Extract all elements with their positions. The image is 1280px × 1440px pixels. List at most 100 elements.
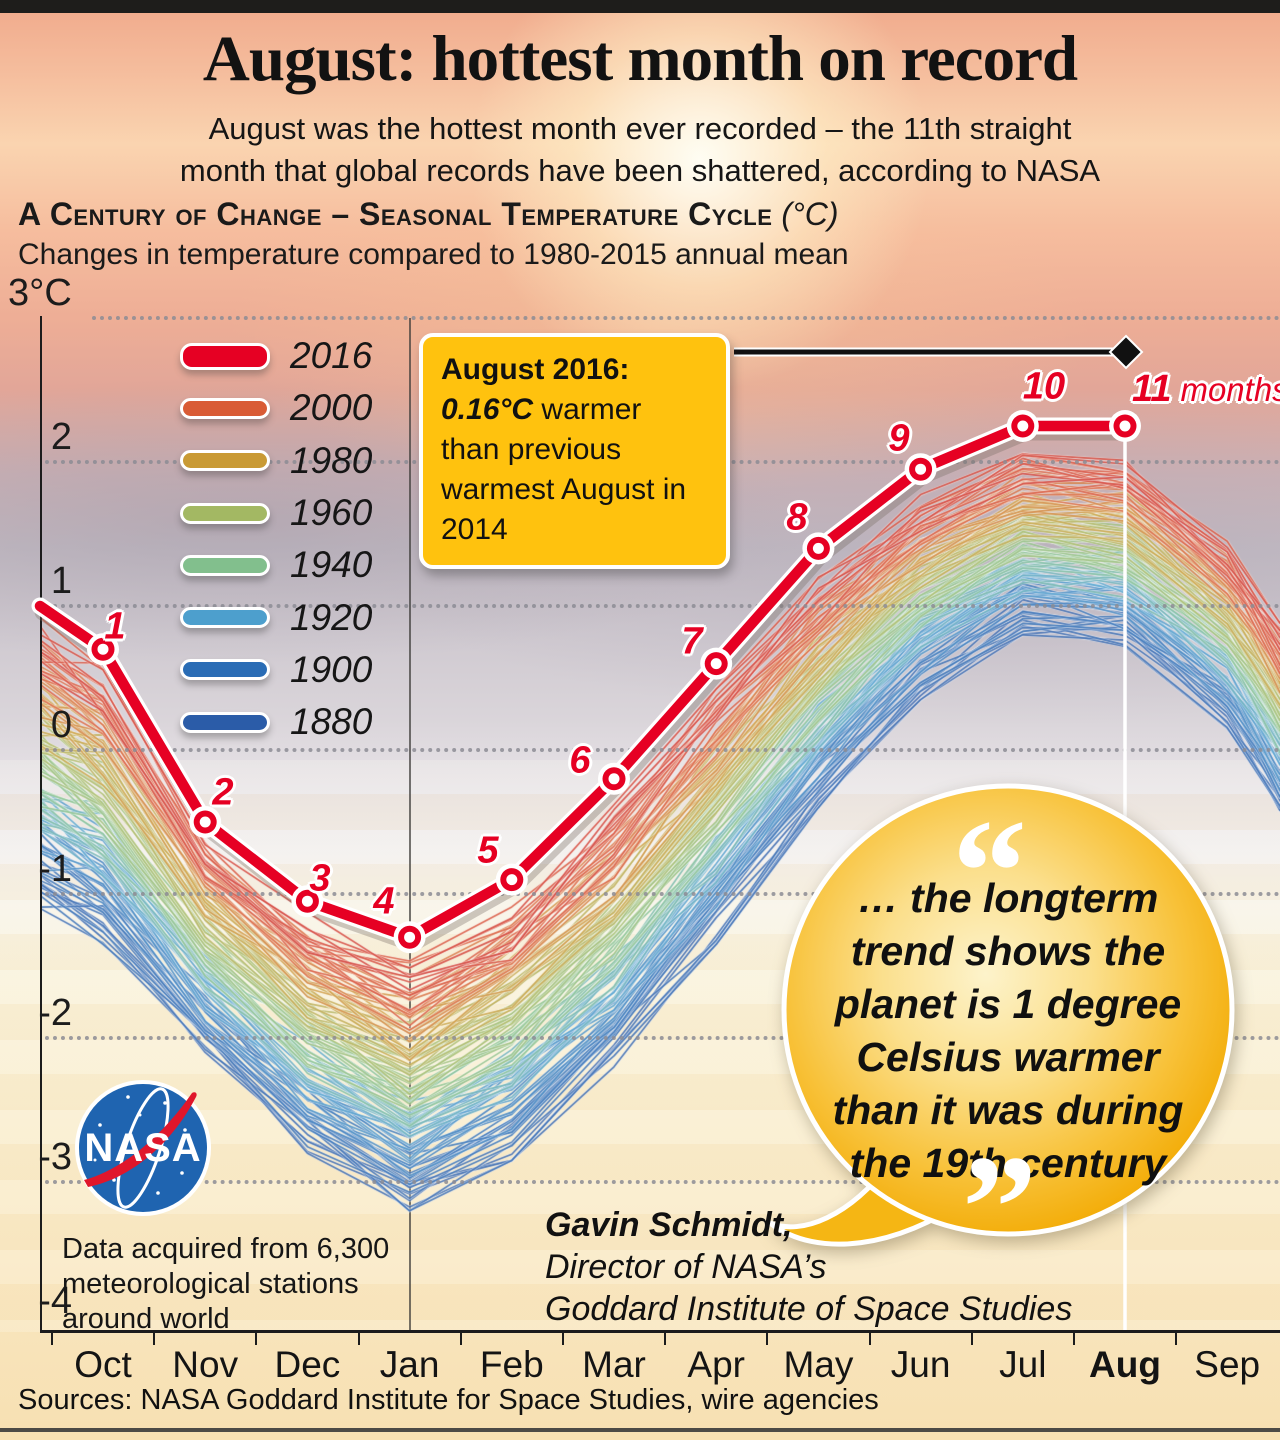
point-label-3: 3 — [309, 857, 331, 900]
legend-swatch-1900 — [180, 659, 270, 681]
y-label-3°C: 3°C — [8, 272, 72, 314]
legend-label: 2000 — [290, 387, 373, 429]
marker-center — [608, 773, 620, 785]
quote-line: planet is 1 degree — [834, 981, 1182, 1027]
legend-swatch-2000 — [180, 397, 270, 419]
legend-item-1920: 1920 — [180, 591, 372, 643]
x-tick — [357, 1333, 360, 1345]
point-label-2: 2 — [212, 771, 234, 814]
quote-line: than it was during — [832, 1087, 1184, 1133]
x-axis-line — [40, 1330, 1280, 1333]
logo-orbit — [116, 1087, 170, 1209]
x-tick — [1175, 1333, 1178, 1345]
x-tick — [970, 1333, 973, 1345]
y-label-0: 0 — [50, 704, 72, 746]
point-label-5: 5 — [477, 829, 499, 872]
x-tick — [255, 1333, 258, 1345]
x-tick — [153, 1333, 156, 1345]
marker-center — [812, 542, 824, 554]
legend-item-1880: 1880 — [180, 696, 372, 748]
legend-swatch-1980 — [180, 450, 270, 472]
top-border-bar — [0, 0, 1280, 13]
gridline-0 — [45, 748, 1280, 752]
x-tick — [868, 1333, 871, 1345]
y-label--2: -2 — [38, 992, 72, 1034]
marker-center — [199, 816, 211, 828]
subtitle-line: month that global records have been shat… — [179, 153, 1101, 188]
attribution-line: Goddard Institute of Space Studies — [545, 1290, 1073, 1328]
page-subtitle: August was the hottest month ever record… — [0, 108, 1280, 192]
marker-center — [301, 895, 313, 907]
month-label-Nov: Nov — [172, 1344, 239, 1385]
month-label-Oct: Oct — [74, 1344, 132, 1385]
month-label-Jun: Jun — [890, 1344, 951, 1385]
month-label-Jul: Jul — [999, 1344, 1047, 1385]
x-tick — [664, 1333, 667, 1345]
point-label-7: 7 — [681, 620, 703, 663]
point-label-1: 1 — [104, 605, 126, 648]
month-label-Aug: Aug — [1089, 1344, 1161, 1385]
legend-swatch-1880 — [180, 711, 270, 733]
bottom-border-bar — [0, 1428, 1280, 1432]
callout-body: 0.16°C warmer than previous warmest Augu… — [441, 393, 687, 546]
series-stroke — [34, 420, 1131, 943]
sources-line: Sources: NASA Goddard Institute for Spac… — [18, 1384, 879, 1416]
month-label-Apr: Apr — [687, 1344, 745, 1385]
y-label-1: 1 — [50, 560, 72, 602]
point-label-9: 9 — [888, 417, 910, 460]
data-note: Data acquired from 6,300 meteorological … — [62, 1233, 390, 1335]
legend-swatch-1960 — [180, 502, 270, 524]
marker-center — [506, 874, 518, 886]
point-label-4: 4 — [373, 880, 395, 923]
point-label-10: 10 — [1022, 365, 1066, 408]
gridline--3 — [45, 1180, 1280, 1184]
legend-label: 1960 — [290, 492, 373, 534]
attribution-line: Director of NASA’s — [545, 1248, 827, 1286]
quote-attribution: Gavin Schmidt, Director of NASA’s Goddard … — [545, 1204, 1072, 1330]
marker-center — [1119, 420, 1131, 432]
quote-bubble — [768, 783, 1235, 1247]
quote-line: trend shows the — [850, 928, 1166, 974]
legend-item-1960: 1960 — [180, 487, 372, 539]
quote-line: the 19th century — [849, 1140, 1167, 1186]
logo-swoosh — [84, 1092, 197, 1187]
month-label-May: May — [783, 1344, 854, 1385]
x-tick — [50, 1333, 53, 1345]
month-label-Sep: Sep — [1194, 1344, 1261, 1385]
section-subtitle: Changes in temperature compared to 1980-… — [18, 238, 849, 271]
legend-item-1980: 1980 — [180, 435, 372, 487]
x-tick — [459, 1333, 462, 1345]
gridline-3 — [92, 316, 1280, 320]
marker-center — [1017, 420, 1029, 432]
quote-text: … the longterm trend shows the planet is 1… — [798, 872, 1218, 1190]
legend-item-1900: 1900 — [180, 644, 372, 696]
marker-center — [404, 931, 416, 943]
connector-diamond — [1108, 334, 1144, 370]
section-title-text: A Century of Change – Seasonal Temperatu… — [18, 196, 773, 232]
page-title: August: hottest month on record — [202, 23, 1078, 95]
august-2016-callout: August 2016: 0.16°C warmer than previous… — [419, 333, 730, 569]
month-label-Feb: Feb — [479, 1344, 544, 1385]
legend-label: 1980 — [290, 439, 373, 481]
subtitle-line: August was the hottest month ever record… — [208, 111, 1072, 146]
gridline--1 — [45, 892, 1280, 896]
legend: 2016 2000 1980 1960 1940 1920 1900 1880 — [180, 330, 372, 748]
point-label-6: 6 — [569, 739, 591, 782]
nasa-logo: NASA — [75, 1080, 211, 1216]
quote-line: … the longterm — [857, 875, 1159, 921]
logo-text: NASA — [84, 1126, 201, 1170]
logo-stars — [93, 1095, 187, 1195]
x-tick — [561, 1333, 564, 1345]
month-label-Jan: Jan — [379, 1344, 440, 1385]
y-label--4: -4 — [38, 1280, 72, 1322]
section-title: A Century of Change – Seasonal Temperatu… — [18, 196, 839, 233]
callout-heading: August 2016: — [441, 353, 630, 386]
quote-line: Celsius warmer — [856, 1034, 1160, 1080]
month-label-Dec: Dec — [274, 1344, 341, 1385]
marker-center — [710, 658, 722, 670]
y-label--3: -3 — [38, 1136, 72, 1178]
legend-item-1940: 1940 — [180, 539, 372, 591]
month-label-Mar: Mar — [582, 1344, 646, 1385]
